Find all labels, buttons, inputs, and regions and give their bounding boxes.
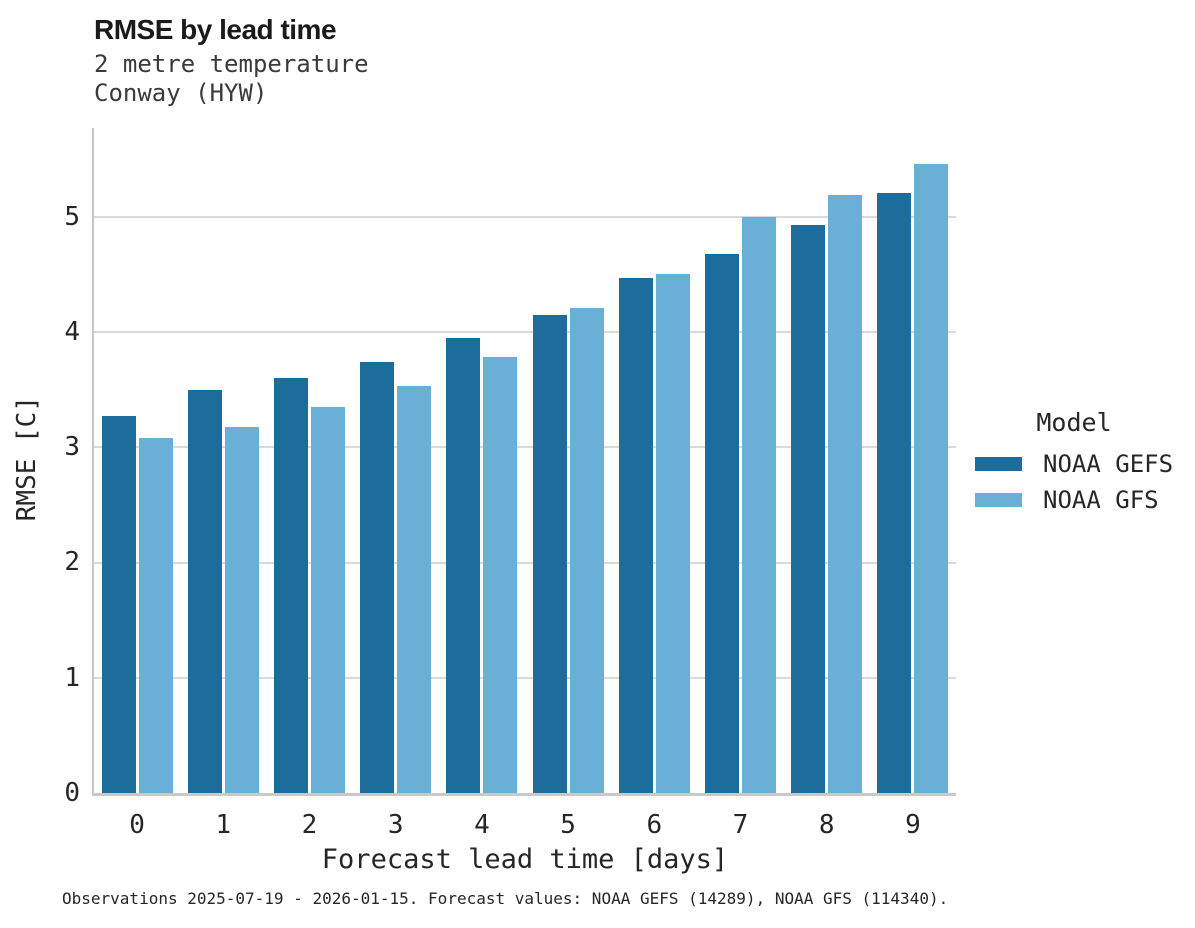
x-tick-label-8: 8 bbox=[818, 810, 835, 840]
x-tick-label-6: 6 bbox=[646, 810, 663, 840]
gridline-y-2 bbox=[94, 561, 956, 564]
y-tick-label-1: 1 bbox=[64, 662, 80, 693]
legend-label-noaa-gefs: NOAA GEFS bbox=[1043, 450, 1174, 478]
bar-noaa-gfs-day-6 bbox=[655, 274, 690, 793]
bar-noaa-gfs-day-4 bbox=[483, 357, 518, 793]
gridline-y-4 bbox=[94, 331, 956, 333]
y-tick-label-5: 5 bbox=[64, 201, 80, 232]
bar-noaa-gefs-day-1 bbox=[187, 389, 222, 793]
y-tick-label-3: 3 bbox=[64, 432, 80, 463]
legend-item-noaa-gfs: NOAA GFS bbox=[975, 486, 1180, 514]
x-tick-label-3: 3 bbox=[387, 810, 404, 840]
x-tick-label-4: 4 bbox=[474, 810, 490, 840]
bar-noaa-gfs-day-8 bbox=[828, 194, 863, 793]
bar-noaa-gfs-day-9 bbox=[914, 163, 949, 793]
x-tick-label-2: 2 bbox=[301, 810, 318, 840]
x-tick-label-0: 0 bbox=[129, 810, 145, 840]
bar-noaa-gfs-day-5 bbox=[569, 307, 604, 793]
bar-noaa-gefs-day-9 bbox=[877, 192, 912, 793]
legend-label-noaa-gfs: NOAA GFS bbox=[1043, 486, 1159, 514]
x-axis-title: Forecast lead time [days] bbox=[321, 844, 729, 875]
bar-noaa-gefs-day-8 bbox=[791, 224, 826, 793]
bar-noaa-gfs-day-0 bbox=[138, 438, 173, 793]
x-tick-label-5: 5 bbox=[560, 810, 576, 840]
x-tick-label-7: 7 bbox=[732, 810, 749, 840]
gridline-y-5 bbox=[94, 215, 956, 218]
bar-noaa-gefs-day-5 bbox=[532, 314, 567, 793]
chart-title: RMSE by lead time bbox=[94, 14, 337, 45]
bar-noaa-gefs-day-6 bbox=[618, 277, 653, 793]
chart-subtitle-variable: 2 metre temperature bbox=[94, 50, 369, 78]
caption: Observations 2025-07-19 - 2026-01-15. Fo… bbox=[62, 889, 949, 908]
bar-noaa-gefs-day-2 bbox=[274, 378, 308, 793]
x-tick-label-1: 1 bbox=[215, 810, 232, 840]
legend-item-noaa-gefs: NOAA GEFS bbox=[975, 450, 1180, 478]
y-tick-label-4: 4 bbox=[64, 316, 80, 347]
y-tick-label-0: 0 bbox=[64, 778, 80, 808]
bar-noaa-gfs-day-1 bbox=[224, 426, 259, 793]
bar-noaa-gfs-day-7 bbox=[742, 216, 776, 793]
bar-noaa-gefs-day-0 bbox=[101, 416, 136, 793]
bar-noaa-gefs-day-3 bbox=[360, 361, 395, 793]
gridline-y-3 bbox=[94, 446, 956, 449]
legend-swatch-noaa-gefs-icon bbox=[975, 457, 1022, 471]
plot-area bbox=[92, 128, 956, 796]
legend: Model NOAA GEFS NOAA GFS bbox=[975, 408, 1180, 523]
y-tick-label-2: 2 bbox=[64, 547, 80, 578]
bar-noaa-gefs-day-4 bbox=[446, 337, 481, 793]
gridline-y-1 bbox=[94, 676, 956, 679]
bar-noaa-gefs-day-7 bbox=[705, 253, 739, 793]
chart-subtitle-location: Conway (HYW) bbox=[94, 79, 268, 107]
bar-noaa-gfs-day-3 bbox=[397, 386, 432, 793]
bar-noaa-gfs-day-2 bbox=[311, 406, 345, 793]
x-tick-label-9: 9 bbox=[905, 810, 921, 840]
legend-title: Model bbox=[1036, 408, 1112, 437]
legend-swatch-noaa-gfs-icon bbox=[975, 493, 1022, 507]
